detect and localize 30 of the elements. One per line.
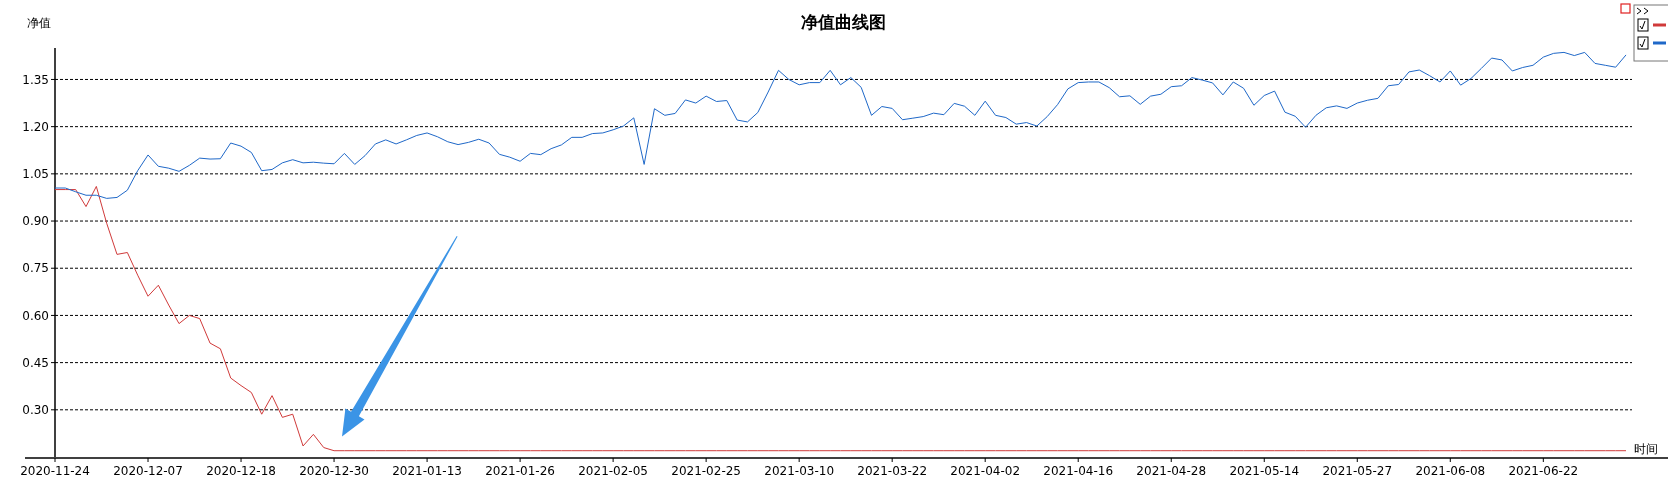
- y-axis-title: 净值: [27, 16, 51, 30]
- line-series: [54, 51, 1627, 199]
- x-axis-title: 时间: [1634, 442, 1658, 456]
- x-tick-label: 2021-04-28: [1136, 464, 1207, 478]
- chart-title: 净值曲线图: [801, 12, 886, 32]
- y-tick-label: 0.30: [22, 403, 49, 418]
- x-tick-label: 2020-11-24: [20, 464, 90, 478]
- x-tick-label: 2021-06-08: [1415, 464, 1486, 478]
- y-tick-label: 0.45: [22, 355, 49, 370]
- x-tick-label: 2021-02-25: [671, 464, 742, 478]
- x-tick-label: 2021-04-16: [1043, 464, 1114, 478]
- y-tick-label: 1.35: [22, 72, 49, 87]
- y-tick-label: 0.75: [22, 261, 49, 276]
- y-tick-label: 1.20: [22, 119, 49, 134]
- line-series: [54, 185, 1627, 452]
- x-tick-label: 2021-03-22: [857, 464, 928, 478]
- x-tick-label: 2021-01-26: [485, 464, 555, 478]
- x-tick-label: 2020-12-18: [206, 464, 276, 478]
- y-tick-label: 0.90: [22, 214, 49, 229]
- x-tick-label: 2021-02-05: [578, 464, 648, 478]
- x-tick-label: 2021-01-13: [392, 464, 462, 478]
- x-tick-label: 2020-12-30: [299, 464, 369, 478]
- x-tick-label: 2021-03-10: [764, 464, 835, 478]
- x-tick-label: 2021-04-02: [950, 464, 1021, 478]
- x-tick-label: 2021-05-27: [1322, 464, 1393, 478]
- y-tick-label: 0.60: [22, 308, 49, 323]
- x-tick-label: 2021-05-14: [1229, 464, 1300, 478]
- x-tick-label: 2021-06-22: [1508, 464, 1579, 478]
- y-tick-label: 1.05: [22, 167, 49, 182]
- x-tick-label: 2020-12-07: [113, 464, 183, 478]
